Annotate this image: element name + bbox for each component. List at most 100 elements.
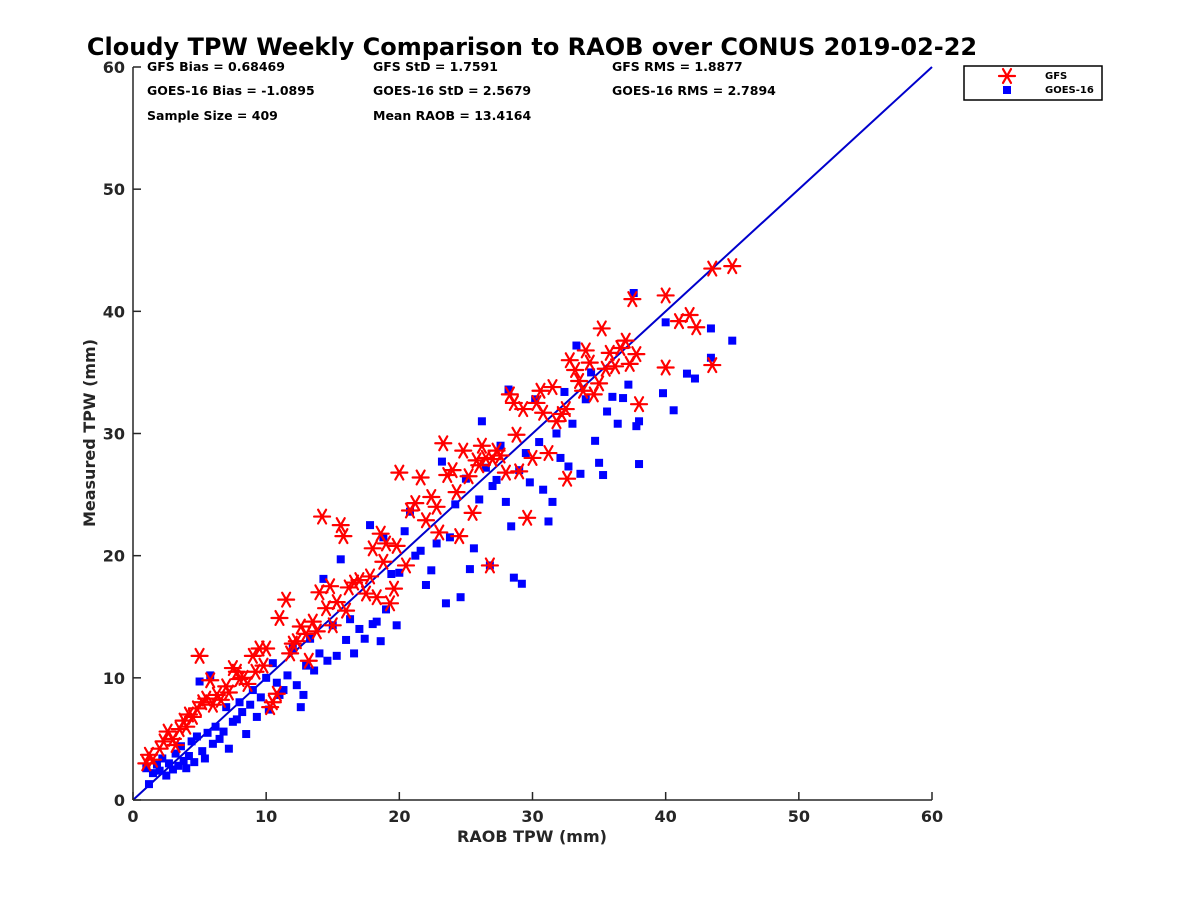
gfs-point xyxy=(190,647,209,664)
goes-point xyxy=(613,419,622,428)
goes-point xyxy=(235,698,244,707)
gfs-point xyxy=(154,733,173,750)
goes-point xyxy=(224,744,233,753)
goes-point xyxy=(475,495,484,504)
goes-point xyxy=(488,482,497,491)
goes-point xyxy=(232,715,241,724)
goes-point xyxy=(595,458,604,467)
goes-point xyxy=(203,728,212,737)
goes-square-icon xyxy=(1003,86,1011,94)
goes-point xyxy=(355,624,364,633)
goes-point xyxy=(206,671,215,680)
goes-point xyxy=(336,555,345,564)
goes-point xyxy=(184,752,193,761)
goes-point xyxy=(539,485,548,494)
gfs-point xyxy=(514,401,533,418)
goes-point xyxy=(142,764,151,773)
gfs-point xyxy=(411,469,430,486)
gfs-point xyxy=(507,426,526,443)
gfs-point xyxy=(605,358,625,375)
stat-goes-rms: GOES-16 RMS = 2.7894 xyxy=(612,83,776,98)
goes-point xyxy=(469,544,478,553)
gfs-point xyxy=(243,647,262,664)
goes-point xyxy=(659,389,668,398)
goes-point xyxy=(441,599,450,608)
goes-points-layer xyxy=(142,289,737,789)
gfs-point xyxy=(576,342,595,359)
goes-point xyxy=(292,681,301,690)
goes-point xyxy=(411,551,420,560)
legend-gfs-marker xyxy=(997,67,1017,85)
goes-point xyxy=(669,406,678,415)
goes-point xyxy=(148,769,157,778)
x-axis-label: RAOB TPW (mm) xyxy=(457,827,607,846)
goes-point xyxy=(728,336,737,345)
gfs-point xyxy=(491,447,510,464)
gfs-point xyxy=(680,306,699,324)
goes-point xyxy=(706,353,715,362)
gfs-point xyxy=(211,691,230,708)
goes-point xyxy=(445,533,454,542)
goes-point xyxy=(296,703,305,712)
goes-point xyxy=(346,615,355,624)
goes-point xyxy=(629,289,638,298)
goes-point xyxy=(268,659,277,668)
stat-sample-size: Sample Size = 409 xyxy=(147,108,278,123)
goes-point xyxy=(395,568,404,577)
gfs-point xyxy=(656,359,675,376)
gfs-point xyxy=(531,382,550,399)
gfs-point xyxy=(459,468,478,485)
goes-point xyxy=(521,449,530,458)
gfs-point xyxy=(596,360,615,377)
gfs-point xyxy=(723,258,742,275)
goes-point xyxy=(190,758,199,767)
gfs-point xyxy=(496,464,515,481)
goes-point xyxy=(171,749,180,758)
x-tick-label: 50 xyxy=(788,807,810,826)
goes-point xyxy=(158,754,167,763)
gfs-point xyxy=(416,512,436,529)
gfs-point xyxy=(384,580,404,597)
gfs-asterisk-icon xyxy=(997,67,1017,85)
gfs-point xyxy=(589,375,609,392)
goes-point xyxy=(144,780,153,789)
gfs-point xyxy=(523,449,542,466)
gfs-point xyxy=(616,332,635,349)
goes-point xyxy=(504,385,513,394)
goes-point xyxy=(608,392,617,401)
gfs-point xyxy=(480,557,499,574)
gfs-point xyxy=(434,435,453,452)
goes-point xyxy=(421,580,430,589)
goes-point xyxy=(690,374,699,383)
gfs-point xyxy=(450,528,469,545)
gfs-point xyxy=(376,535,396,552)
gfs-point xyxy=(472,437,491,454)
goes-point xyxy=(548,497,557,506)
gfs-point xyxy=(534,404,553,421)
gfs-point xyxy=(387,537,406,554)
goes-point xyxy=(366,521,375,530)
x-tick-label: 30 xyxy=(521,807,543,826)
gfs-point xyxy=(396,557,416,574)
gfs-point xyxy=(363,540,382,557)
stat-mean-raob: Mean RAOB = 13.4164 xyxy=(373,108,531,123)
goes-point xyxy=(564,462,573,471)
gfs-point xyxy=(310,584,329,601)
gfs-point xyxy=(427,498,446,515)
gfs-point xyxy=(327,594,346,611)
gfs-point xyxy=(629,396,649,413)
gfs-point xyxy=(277,591,296,608)
goes-point xyxy=(208,739,217,748)
goes-point xyxy=(624,380,633,389)
gfs-point xyxy=(257,640,276,657)
chart-title: Cloudy TPW Weekly Comparison to RAOB ove… xyxy=(87,33,977,61)
gfs-point xyxy=(543,379,562,396)
gfs-point xyxy=(270,609,289,626)
goes-point xyxy=(591,436,600,445)
goes-point xyxy=(560,387,569,396)
goes-point xyxy=(581,395,590,404)
gfs-point xyxy=(570,372,589,389)
gfs-point xyxy=(406,495,425,512)
goes-point xyxy=(507,522,516,531)
goes-point xyxy=(360,634,369,643)
